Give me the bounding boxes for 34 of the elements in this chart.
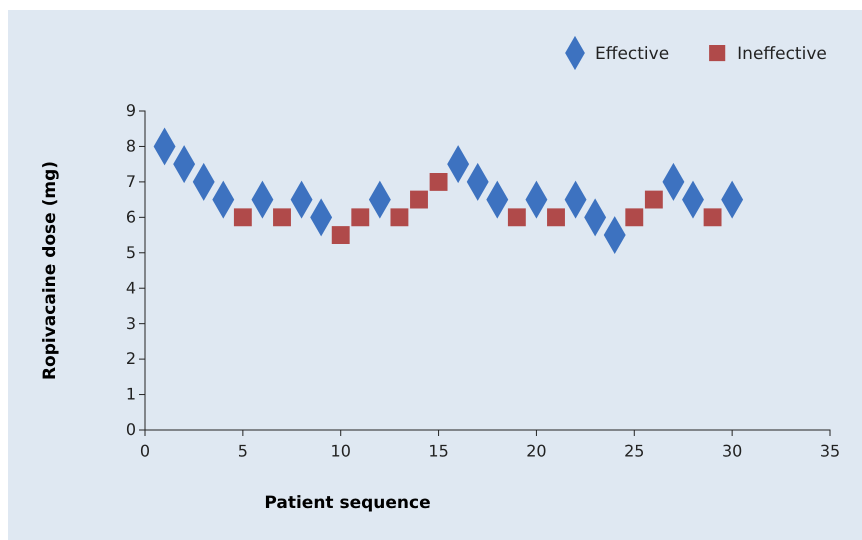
point: [410, 190, 428, 209]
y-tick-label: 7: [126, 172, 136, 192]
y-tick-label: 1: [126, 384, 136, 404]
y-tick-label: 9: [126, 101, 136, 120]
y-tick-label: 6: [126, 207, 136, 226]
y-axis-title: Ropivacaine dose (mg): [40, 160, 60, 380]
point: [644, 190, 663, 209]
y-tick-label: 3: [126, 314, 136, 333]
x-tick-label: 20: [526, 442, 547, 461]
x-tick-label: 25: [624, 442, 644, 461]
y-tick-label: 4: [126, 278, 136, 298]
x-axis-title: Patient sequence: [264, 493, 431, 513]
y-tick-label: 8: [126, 136, 136, 156]
point: [625, 208, 644, 226]
x-tick-label: 15: [428, 442, 449, 461]
point: [332, 226, 350, 244]
point: [273, 208, 291, 226]
point: [234, 208, 252, 226]
point: [351, 208, 370, 226]
x-tick-label: 5: [238, 442, 248, 461]
y-tick-label: 2: [126, 349, 136, 368]
legend-label: Effective: [595, 44, 670, 64]
x-tick-label: 30: [722, 442, 742, 461]
y-tick-label: 0: [126, 420, 136, 440]
y-tick-label: 5: [126, 242, 136, 262]
point: [430, 172, 448, 191]
point: [390, 208, 408, 226]
x-tick-label: 35: [820, 442, 840, 461]
point: [704, 208, 722, 226]
x-tick-label: 10: [330, 442, 351, 461]
point: [547, 208, 565, 226]
legend-label: Ineffective: [737, 44, 827, 64]
x-tick-label: 0: [140, 442, 150, 461]
point: [508, 208, 526, 226]
